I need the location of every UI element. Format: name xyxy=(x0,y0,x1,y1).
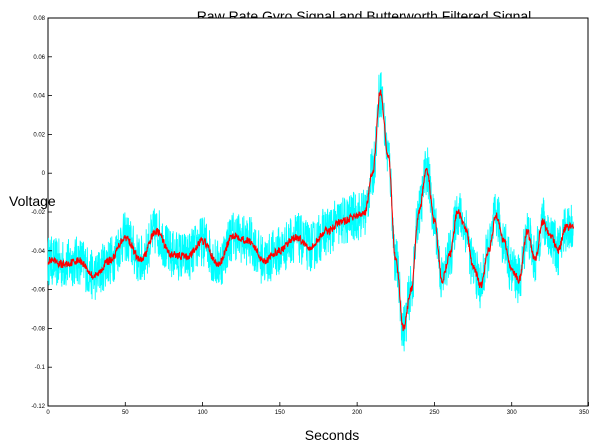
y-axis-label: Voltage xyxy=(9,193,56,209)
x-tick-label: 300 xyxy=(507,410,518,416)
y-tick-label: -0.1 xyxy=(35,365,46,371)
y-tick-label: 0.06 xyxy=(33,55,45,61)
x-tick-label: 350 xyxy=(579,410,589,416)
y-tick-label: -0.06 xyxy=(31,288,45,294)
y-tick-label: 0 xyxy=(42,171,46,177)
x-tick-label: 50 xyxy=(122,410,129,416)
y-tick-label: 0.04 xyxy=(33,94,45,100)
x-tick-label: 250 xyxy=(429,410,440,416)
ticks-layer: 0 50 100 150 200 250 300 350 -0.12 -0.1 -0.08 -0.06… xyxy=(31,16,589,416)
filtered-signal-line xyxy=(47,89,575,332)
x-tick-label: 100 xyxy=(198,410,209,416)
y-tick-label: 0.02 xyxy=(33,132,45,138)
series-layer xyxy=(47,72,575,352)
y-tick-label: -0.02 xyxy=(31,210,45,216)
x-tick-label: 0 xyxy=(46,410,50,416)
x-tick-label: 200 xyxy=(352,410,363,416)
y-tick-label: -0.08 xyxy=(31,326,45,332)
y-tick-label: -0.12 xyxy=(31,404,45,410)
x-axis-label: Seconds xyxy=(305,427,359,443)
y-tick-label: -0.04 xyxy=(31,249,45,255)
x-tick-label: 150 xyxy=(275,410,286,416)
plot-frame xyxy=(47,17,589,407)
y-tick-label: 0.08 xyxy=(33,16,45,22)
